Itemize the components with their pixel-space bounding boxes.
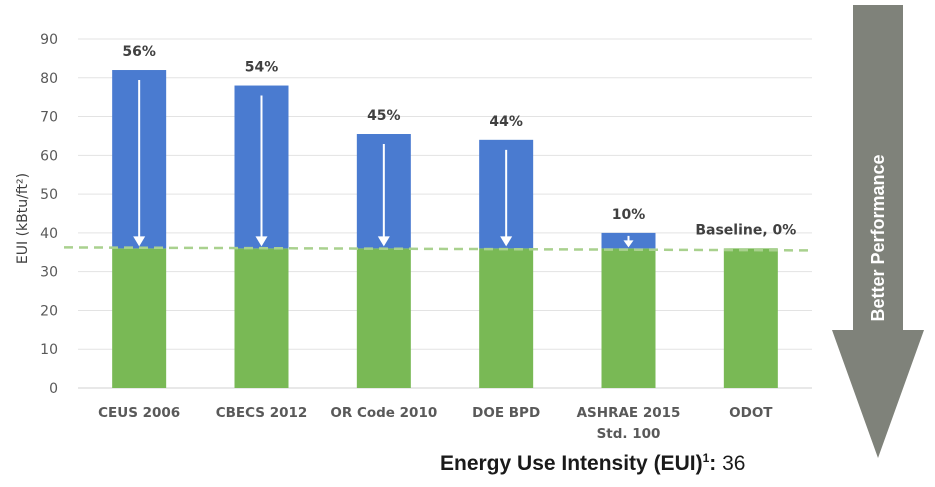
eui-summary-label: Energy Use Intensity (EUI): [440, 452, 703, 475]
bar-baseline-segment: [479, 248, 534, 388]
reduction-arrows: [133, 80, 634, 248]
reduction-arrow-head: [255, 236, 268, 247]
y-tick-label: 30: [40, 265, 58, 281]
category-label: Std. 100: [597, 426, 661, 442]
bar-baseline-segment: [112, 248, 167, 388]
y-axis-label: EUI (kBtu/ft²): [15, 173, 31, 264]
category-label: ASHRAE 2015: [577, 405, 681, 421]
category-label: DOE BPD: [472, 405, 540, 421]
percent-label: 54%: [245, 60, 279, 76]
y-tick-label: 40: [40, 226, 58, 242]
percent-label: Baseline, 0%: [695, 222, 796, 238]
gridlines: [78, 38, 812, 389]
reduction-arrow-head: [133, 236, 146, 247]
eui-summary: Energy Use Intensity (EUI)1: 36: [440, 451, 745, 476]
y-tick-label: 90: [40, 32, 58, 48]
eui-summary-colon: :: [709, 452, 717, 475]
y-axis-ticks: 0 10 20 30 40 50 60 70 80 90: [40, 32, 58, 397]
y-tick-label: 80: [40, 71, 58, 87]
reduction-arrow-head: [623, 240, 634, 248]
y-tick-label: 70: [40, 110, 58, 126]
reduction-arrow-head: [500, 236, 513, 247]
better-performance-arrow: Better Performance: [832, 5, 924, 458]
y-tick-label: 0: [49, 381, 58, 397]
percent-label: 44%: [489, 114, 523, 130]
y-tick-label: 50: [40, 187, 58, 203]
percent-label: 56%: [122, 44, 156, 60]
percent-labels: 56% 54% 45% 44% 10% Baseline, 0%: [122, 44, 796, 238]
bars: [112, 70, 778, 388]
bar-baseline-segment: [601, 248, 656, 388]
percent-label: 45%: [367, 108, 401, 124]
x-axis-categories: CEUS 2006 CBECS 2012 OR Code 2010 DOE BPD AS…: [98, 405, 773, 442]
y-tick-label: 10: [40, 342, 58, 358]
baseline-dashed-line: [63, 246, 813, 252]
reduction-arrow-head: [377, 236, 390, 247]
footnote-marker: 1: [702, 451, 710, 465]
bar-baseline-segment: [234, 248, 289, 388]
y-tick-label: 60: [40, 148, 58, 164]
category-label: CEUS 2006: [98, 405, 180, 421]
eui-summary-value: 36: [722, 452, 746, 475]
percent-label: 10%: [612, 207, 646, 223]
y-tick-label: 20: [40, 303, 58, 319]
better-performance-label: Better Performance: [868, 154, 888, 321]
category-label: CBECS 2012: [216, 405, 308, 421]
bar-baseline-segment: [356, 248, 411, 388]
bar-baseline-segment: [723, 248, 778, 388]
down-arrow-icon: [832, 5, 924, 458]
category-label: ODOT: [729, 405, 773, 421]
category-label: OR Code 2010: [330, 405, 437, 421]
